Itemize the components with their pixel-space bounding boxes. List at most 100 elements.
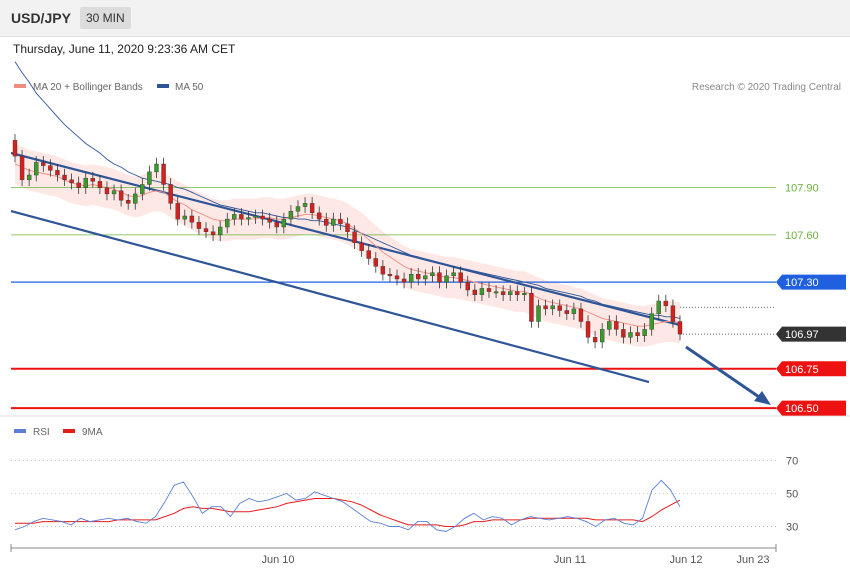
- candle-body: [41, 162, 46, 166]
- candle-body: [465, 281, 470, 291]
- candle-body: [614, 321, 619, 330]
- candle-body: [373, 258, 378, 267]
- candle-body: [147, 171, 152, 185]
- rsi-tick-50: 50: [786, 489, 798, 501]
- candle-body: [232, 214, 237, 220]
- candle-body: [592, 337, 598, 343]
- candle-body: [281, 218, 287, 228]
- level-tag-106.75: [776, 361, 846, 377]
- candle-body: [670, 305, 676, 322]
- candle-body: [309, 203, 315, 214]
- candle-body: [345, 223, 350, 232]
- candle-body: [599, 329, 605, 343]
- candle-body: [352, 231, 357, 243]
- candle-body: [253, 215, 258, 218]
- candle-body: [161, 163, 166, 185]
- candle-body: [76, 182, 81, 188]
- candle-body: [621, 329, 626, 338]
- candle-body: [642, 329, 647, 336]
- candle-body: [302, 203, 308, 207]
- candle-body: [564, 310, 570, 314]
- candle-body: [543, 305, 548, 310]
- candle-body: [515, 291, 520, 295]
- candle-body: [203, 228, 209, 232]
- candle-body: [26, 174, 32, 180]
- candle-body: [628, 332, 633, 338]
- candle-body: [168, 184, 173, 204]
- candle-body: [295, 206, 301, 212]
- candle-body: [90, 177, 96, 182]
- x-axis-ticks: Jun 10 Jun 11 Jun 12 Jun 23: [261, 554, 769, 566]
- candle-body: [125, 200, 131, 204]
- candle-body: [260, 215, 265, 220]
- candle-body: [239, 214, 244, 220]
- candle-body: [635, 332, 640, 336]
- candle-body: [338, 218, 343, 225]
- level-label-106.97: 106.97: [785, 329, 819, 341]
- candle-body: [182, 215, 187, 220]
- candlesticks: [12, 134, 683, 349]
- candle-body: [48, 165, 53, 171]
- legend-ma20-swatch: [14, 84, 26, 88]
- chart-header: USD/JPY 30 MIN: [0, 0, 850, 37]
- candle-body: [451, 272, 456, 277]
- candle-body: [585, 321, 591, 338]
- legend-rsi-ma-label: 9MA: [82, 427, 103, 438]
- timestamp-text: Thursday, June 11, 2020 9:23:36 AM CET: [13, 42, 236, 56]
- candle-body: [486, 288, 492, 292]
- candle-body: [189, 215, 195, 223]
- candle-body: [140, 184, 145, 195]
- candle-body: [578, 308, 584, 322]
- candle-body: [210, 231, 216, 236]
- candle-body: [154, 163, 159, 173]
- candle-body: [324, 218, 329, 226]
- candle-body: [550, 305, 555, 310]
- candle-body: [522, 292, 527, 295]
- level-label-106.50: 106.50: [785, 403, 819, 415]
- x-tick-jun-10: Jun 10: [261, 554, 294, 566]
- candle-body: [529, 292, 534, 322]
- legend-rsi-ma-swatch: [63, 429, 75, 433]
- bollinger-band-fill: [15, 143, 680, 347]
- candle-body: [19, 155, 25, 180]
- candle-body: [104, 187, 110, 195]
- candle-body: [458, 272, 463, 283]
- upper-trendline: [10, 151, 681, 327]
- candle-body: [508, 291, 513, 295]
- candle-body: [500, 291, 506, 295]
- candle-body: [607, 321, 612, 330]
- candle-body: [366, 250, 371, 259]
- level-tag-106.50: [776, 400, 846, 416]
- candle-body: [571, 308, 577, 314]
- rsi-tick-70: 70: [786, 456, 798, 468]
- credit-text: Research © 2020 Trading Central: [692, 82, 841, 93]
- candle-body: [557, 305, 562, 311]
- legend-ma50-label: MA 50: [175, 82, 204, 93]
- timeframe-button[interactable]: 30 MIN: [80, 7, 131, 29]
- price-levels: [11, 187, 776, 410]
- candle-body: [225, 218, 230, 228]
- level-tag-107.30: [776, 274, 846, 290]
- candle-body: [423, 275, 428, 280]
- candle-body: [97, 181, 103, 188]
- candle-body: [196, 222, 202, 229]
- candle-body: [401, 278, 407, 283]
- candle-body: [656, 300, 661, 314]
- candle-body: [111, 190, 117, 195]
- candle-body: [83, 177, 88, 188]
- candle-body: [246, 217, 251, 220]
- candle-body: [663, 300, 669, 306]
- candle-body: [217, 226, 223, 236]
- rsi-panel: 70 50 30: [11, 456, 798, 534]
- trend-channel: [10, 151, 771, 405]
- candle-body: [649, 313, 654, 330]
- candle-body: [387, 274, 393, 277]
- candle-body: [380, 266, 386, 275]
- projection-arrow-shaft: [685, 345, 763, 401]
- level-label-107.90: 107.90: [785, 183, 819, 195]
- candle-body: [133, 193, 138, 204]
- level-tag-106.97: [776, 326, 846, 342]
- x-tick-jun-23: Jun 23: [736, 554, 769, 566]
- candle-body: [394, 275, 400, 280]
- candle-body: [416, 274, 421, 280]
